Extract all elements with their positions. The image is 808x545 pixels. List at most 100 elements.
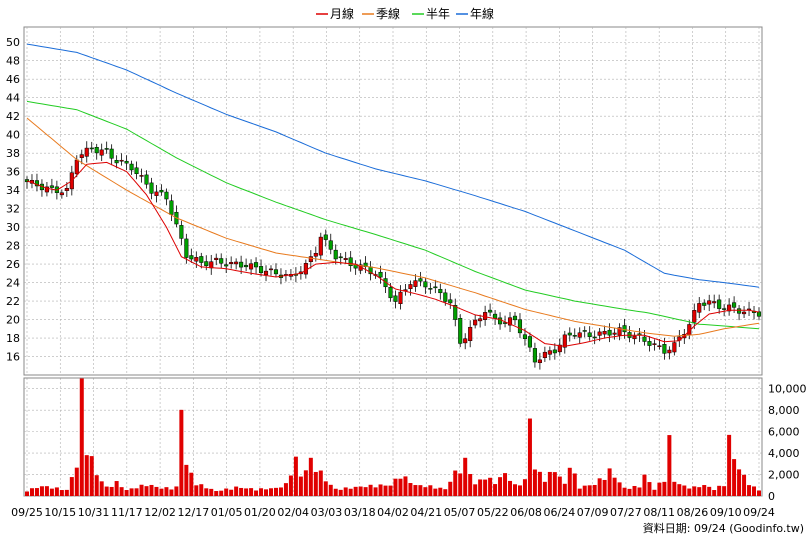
candle-body [542,351,547,358]
price-tick-label: 30 [6,221,20,234]
date-tick-label: 03/18 [344,506,376,519]
date-tick-label: 07/27 [610,506,642,519]
volume-bar [209,488,214,496]
volume-bar [637,487,642,496]
candle-body [59,192,64,196]
candle-body [756,311,762,317]
legend-label: 年線 [470,6,494,21]
candle-body [239,261,244,268]
candle-body [74,159,79,175]
candle-body [254,262,259,268]
date-tick-label: 05/07 [444,506,476,519]
candle-body [478,318,483,322]
candle-body [707,300,712,305]
candle-body [517,319,523,334]
candle-body [722,308,727,310]
candle-body [562,334,567,348]
candle-body [632,335,637,340]
date-tick-label: 04/02 [377,506,409,519]
volume-bar [642,474,647,496]
volume-tick-label: 8,000 [768,404,800,417]
volume-bar [29,488,34,496]
volume-bar [478,479,483,496]
volume-bar [542,481,547,496]
candle-body [79,154,84,158]
volume-bar [219,490,224,496]
volume-bar [229,489,234,496]
volume-bar [373,487,378,496]
candle-body [607,329,612,336]
candle-body [463,338,468,344]
volume-tick-label: 10,000 [768,383,807,396]
volume-bar [682,485,687,496]
volume-bar [134,488,139,496]
candle-body [338,256,343,259]
volume-bar [44,486,49,496]
volume-bar [607,468,612,496]
volume-bar [742,474,747,496]
candle-body [527,336,532,348]
volume-bar [408,483,413,496]
candle-body [662,344,667,354]
candle-body [104,148,109,150]
date-tick-label: 04/21 [410,506,442,519]
candle-body [34,180,40,187]
date-axis: 09/25 10/15 10/31 11/17 12/02 12/17 01/05 01/20… [11,506,775,519]
volume-bar [368,484,373,496]
volume-bar [483,479,488,496]
volume-bar [737,469,742,496]
candle-body [99,149,104,156]
candle-body [423,281,428,288]
date-tick-label: 09/25 [11,506,43,519]
volume-bar [288,475,293,496]
date-tick-label: 03/03 [311,506,343,519]
volume-bar [597,478,602,496]
volume-bar [722,486,727,496]
month-ma-line [26,161,760,347]
date-tick-label: 02/04 [277,506,309,519]
volume-bar [443,489,448,496]
candle-body [229,262,234,265]
candle-body [438,289,443,294]
volume-bar [652,489,657,496]
price-tick-label: 36 [6,166,20,179]
volume-bar [79,378,84,496]
candle-body [428,288,433,290]
volume-bar [179,409,184,496]
candle-body [343,258,348,260]
volume-bar [612,477,617,496]
volume-bar [99,481,104,496]
moving-average-lines [26,43,760,347]
volume-bar [662,481,667,496]
candle-body [328,240,333,250]
volume-bar [59,490,64,496]
volume-bar [378,484,383,496]
candle-body [413,280,418,287]
date-tick-label: 09/10 [710,506,742,519]
volume-grid [23,377,763,497]
candle-body [572,335,577,337]
volume-bar [328,484,333,496]
volume-bar [557,476,562,496]
price-tick-label: 40 [6,129,20,142]
volume-bar [537,471,542,496]
price-tick-label: 34 [6,184,20,197]
volume-bar [139,484,144,496]
candle-body [244,265,249,268]
price-tick-label: 20 [6,314,20,327]
volume-bar [333,488,338,496]
volume-bar [109,486,114,496]
volume-bar [552,472,557,496]
candle-body [273,269,279,275]
candle-body [129,163,134,171]
candle-body [418,278,423,282]
volume-bar [383,485,388,496]
volume-bar [129,488,134,496]
price-tick-label: 32 [6,203,20,216]
volume-bar [532,469,537,496]
volume-bar [622,487,627,496]
price-tick-label: 38 [6,147,20,160]
volume-bar [547,471,552,496]
candle-body [612,332,617,335]
volume-bar [323,481,328,496]
